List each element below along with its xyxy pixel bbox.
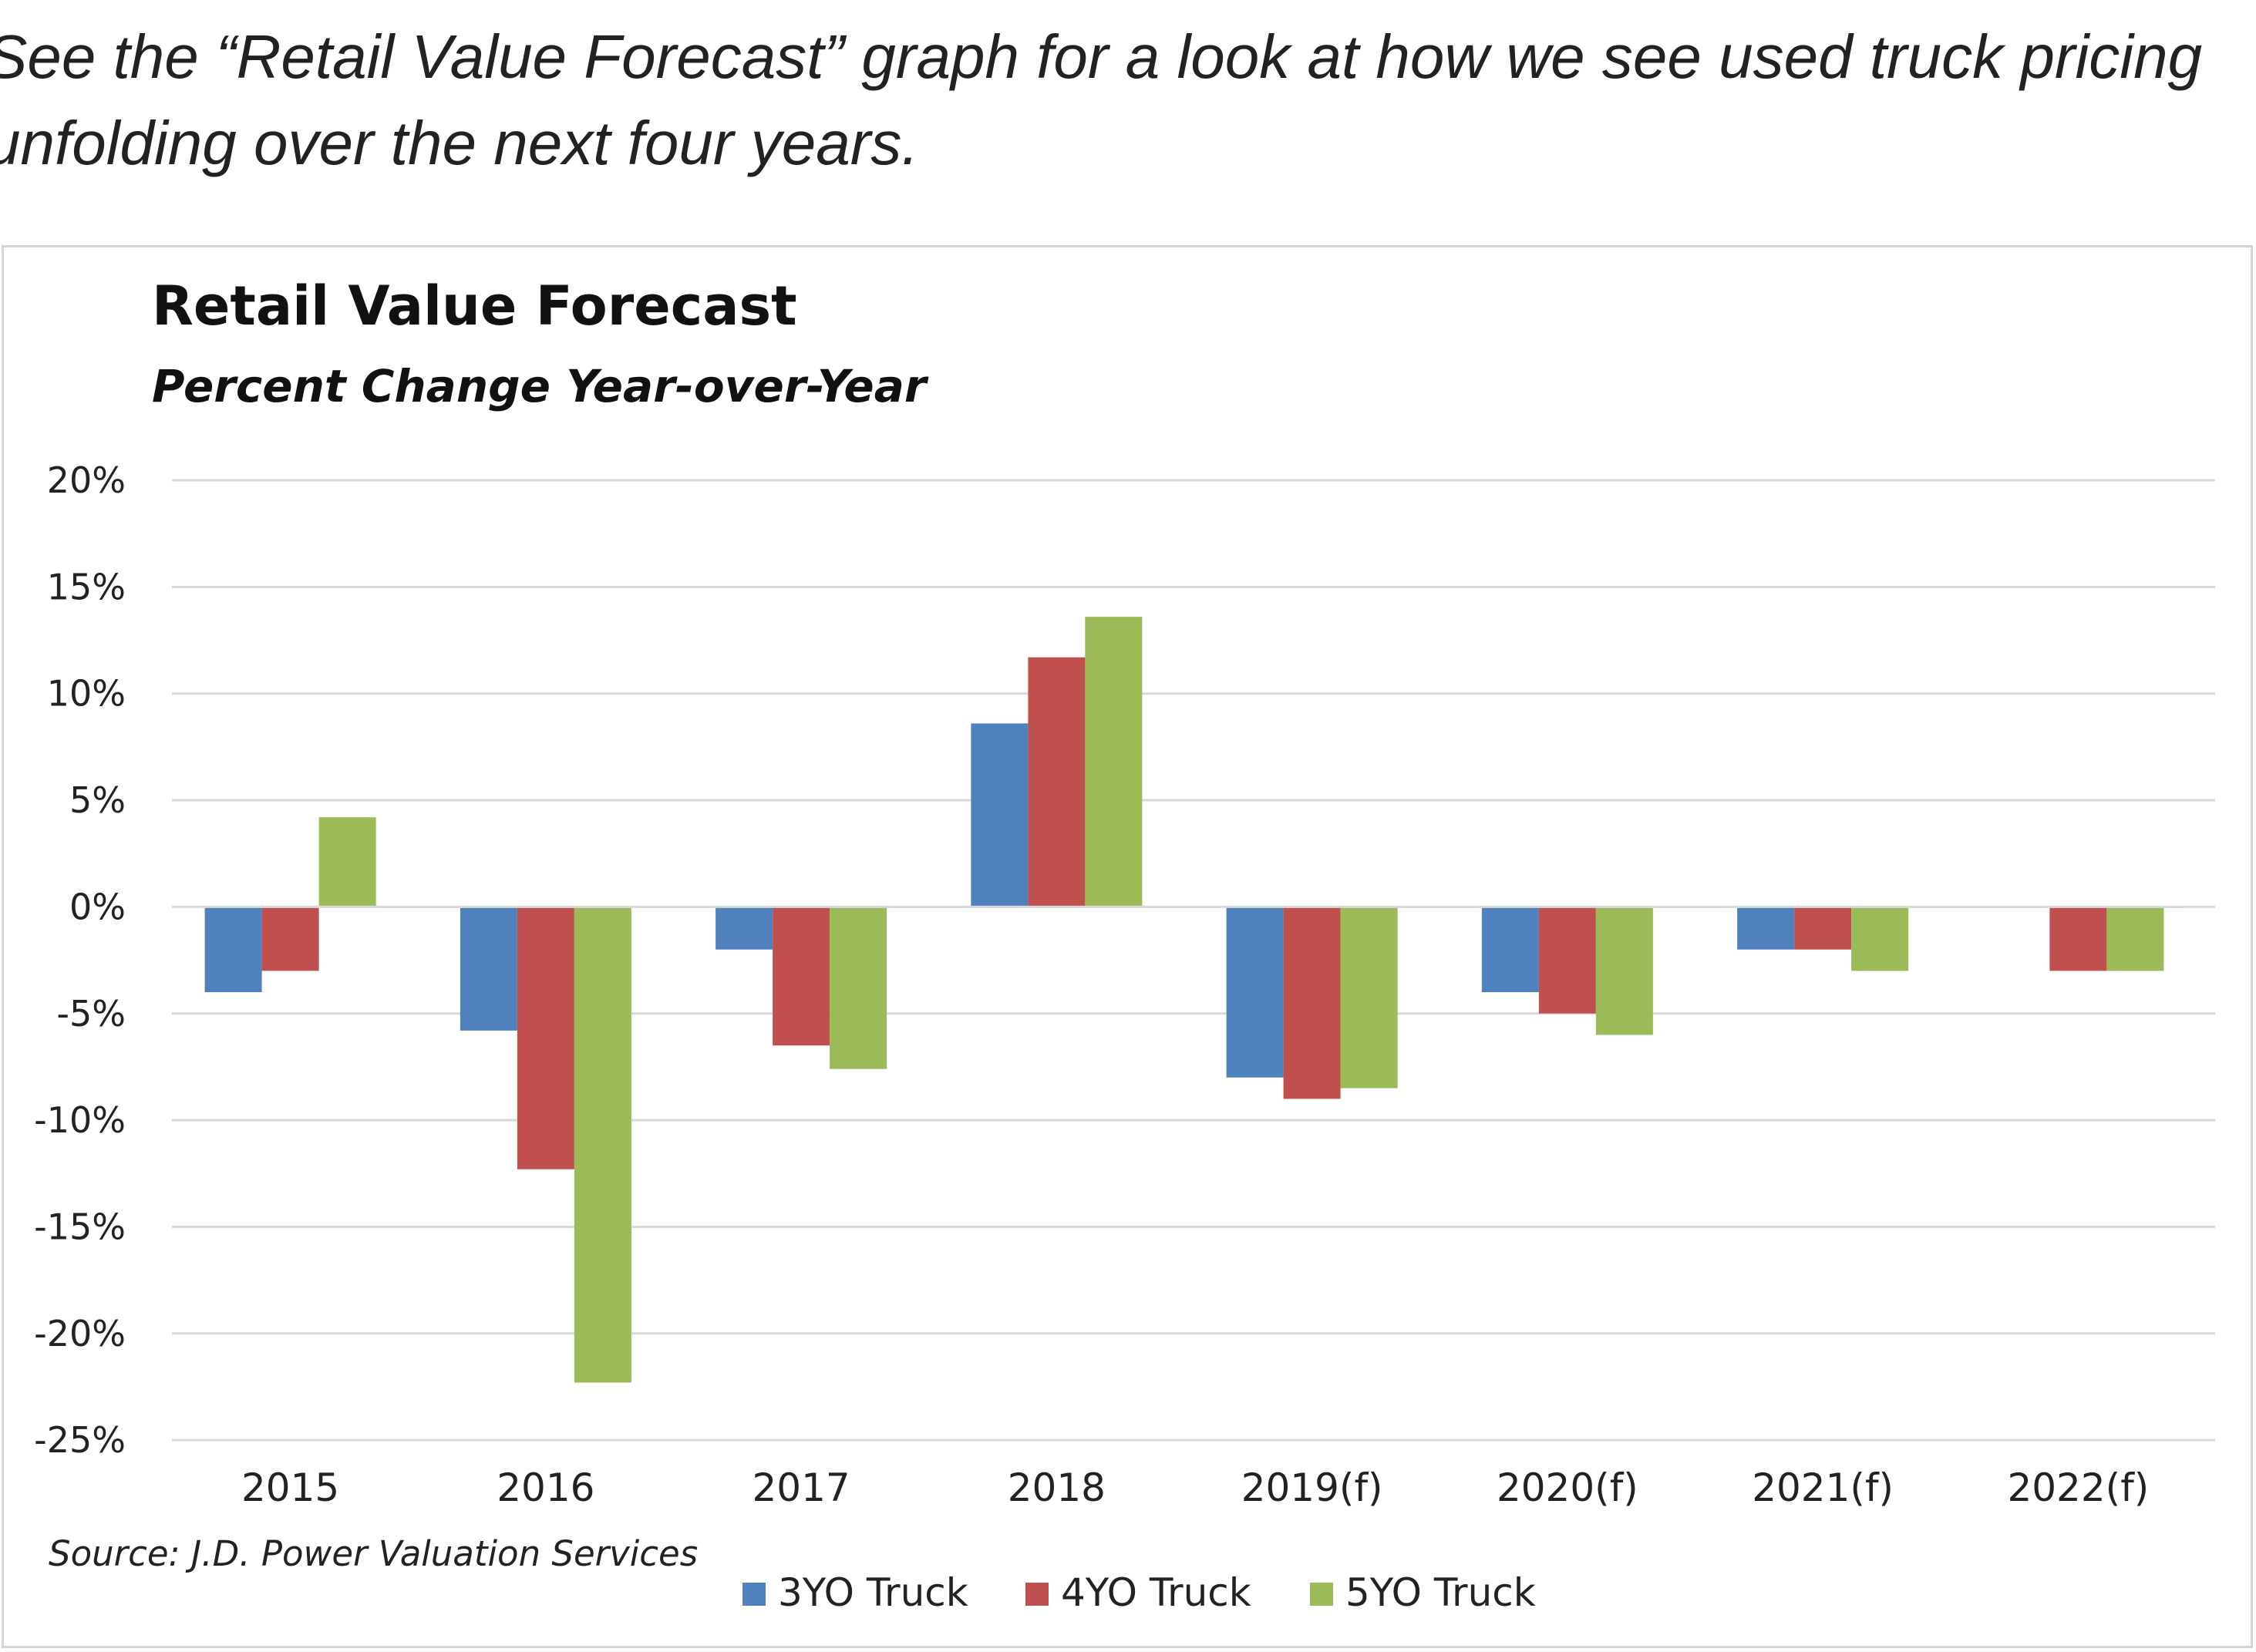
y-tick-label: 0% [69,886,126,927]
legend-label: 5YO Truck [1345,1570,1536,1615]
bar-3yo-truck-2018 [971,723,1029,907]
bar-5yo-truck-2018 [1085,617,1143,907]
legend-label: 4YO Truck [1061,1570,1251,1615]
y-tick-label: 20% [47,459,126,501]
bar-3yo-truck-2019(f) [1226,907,1284,1078]
bar-4yo-truck-2018 [1028,657,1086,907]
y-tick-label: -15% [34,1206,126,1247]
bar-5yo-truck-2022(f) [2106,907,2164,971]
bars [203,617,2184,1383]
x-category-label: 2020(f) [1497,1465,1638,1510]
chart-frame: Retail Value Forecast Percent Change Yea… [2,245,2253,1648]
x-category-label: 2016 [497,1465,594,1510]
bar-4yo-truck-2022(f) [2049,907,2107,971]
intro-text: See the “Retail Value Forecast” graph fo… [0,14,2256,187]
x-axis-categories: 2015 2016 2017 2018 2019(f) 2020(f) 2021(f) 202… [241,1465,2149,1510]
bar-3yo-truck-2021(f) [1737,907,1795,950]
bar-3yo-truck-2017 [716,907,773,950]
legend-swatch [742,1583,766,1606]
bar-4yo-truck-2016 [517,907,574,1169]
x-category-label: 2021(f) [1752,1465,1894,1510]
bar-4yo-truck-2015 [261,907,319,971]
y-axis-ticks: 20% 15% 10% 5% 0% -5% -10% -15% -20% -25% [34,459,126,1461]
bar-4yo-truck-2019(f) [1283,907,1341,1099]
x-category-label: 2015 [241,1465,339,1510]
legend-label: 3YO Truck [778,1570,968,1615]
legend-swatch [1310,1583,1333,1606]
bar-5yo-truck-2021(f) [1851,907,1909,971]
bar-3yo-truck-2020(f) [1481,907,1539,993]
x-category-label: 2019(f) [1241,1465,1383,1510]
source-note: Source: J.D. Power Valuation Services [49,1533,698,1574]
bar-5yo-truck-2016 [574,907,631,1383]
bar-5yo-truck-2017 [830,907,887,1069]
x-category-label: 2022(f) [2007,1465,2149,1510]
y-tick-label: 10% [47,673,126,715]
chart-title: Retail Value Forecast [152,274,797,338]
bar-4yo-truck-2020(f) [1538,907,1596,1014]
y-tick-label: 5% [69,779,126,821]
bar-5yo-truck-2020(f) [1595,907,1653,1035]
intro-line-2: unfolding over the next four years. [0,109,919,177]
legend: 3YO Truck 4YO Truck 5YO Truck [742,1570,1536,1615]
x-category-label: 2018 [1008,1465,1106,1510]
chart-subtitle: Percent Change Year-over-Year [152,360,929,412]
bar-4yo-truck-2017 [773,907,830,1046]
y-tick-label: -20% [34,1313,126,1354]
x-category-label: 2017 [753,1465,850,1510]
y-tick-label: -10% [34,1099,126,1141]
intro-line-1: See the “Retail Value Forecast” graph fo… [0,22,2203,91]
bar-chart: Retail Value Forecast Percent Change Yea… [34,274,2215,1615]
legend-swatch [1025,1583,1049,1606]
bar-5yo-truck-2015 [318,817,376,907]
bar-3yo-truck-2015 [204,907,262,993]
y-tick-label: 15% [47,566,126,607]
y-tick-label: -25% [34,1419,126,1461]
bar-5yo-truck-2019(f) [1340,907,1398,1088]
bar-4yo-truck-2021(f) [1794,907,1852,950]
y-tick-label: -5% [56,993,126,1035]
bar-3yo-truck-2016 [460,907,517,1031]
